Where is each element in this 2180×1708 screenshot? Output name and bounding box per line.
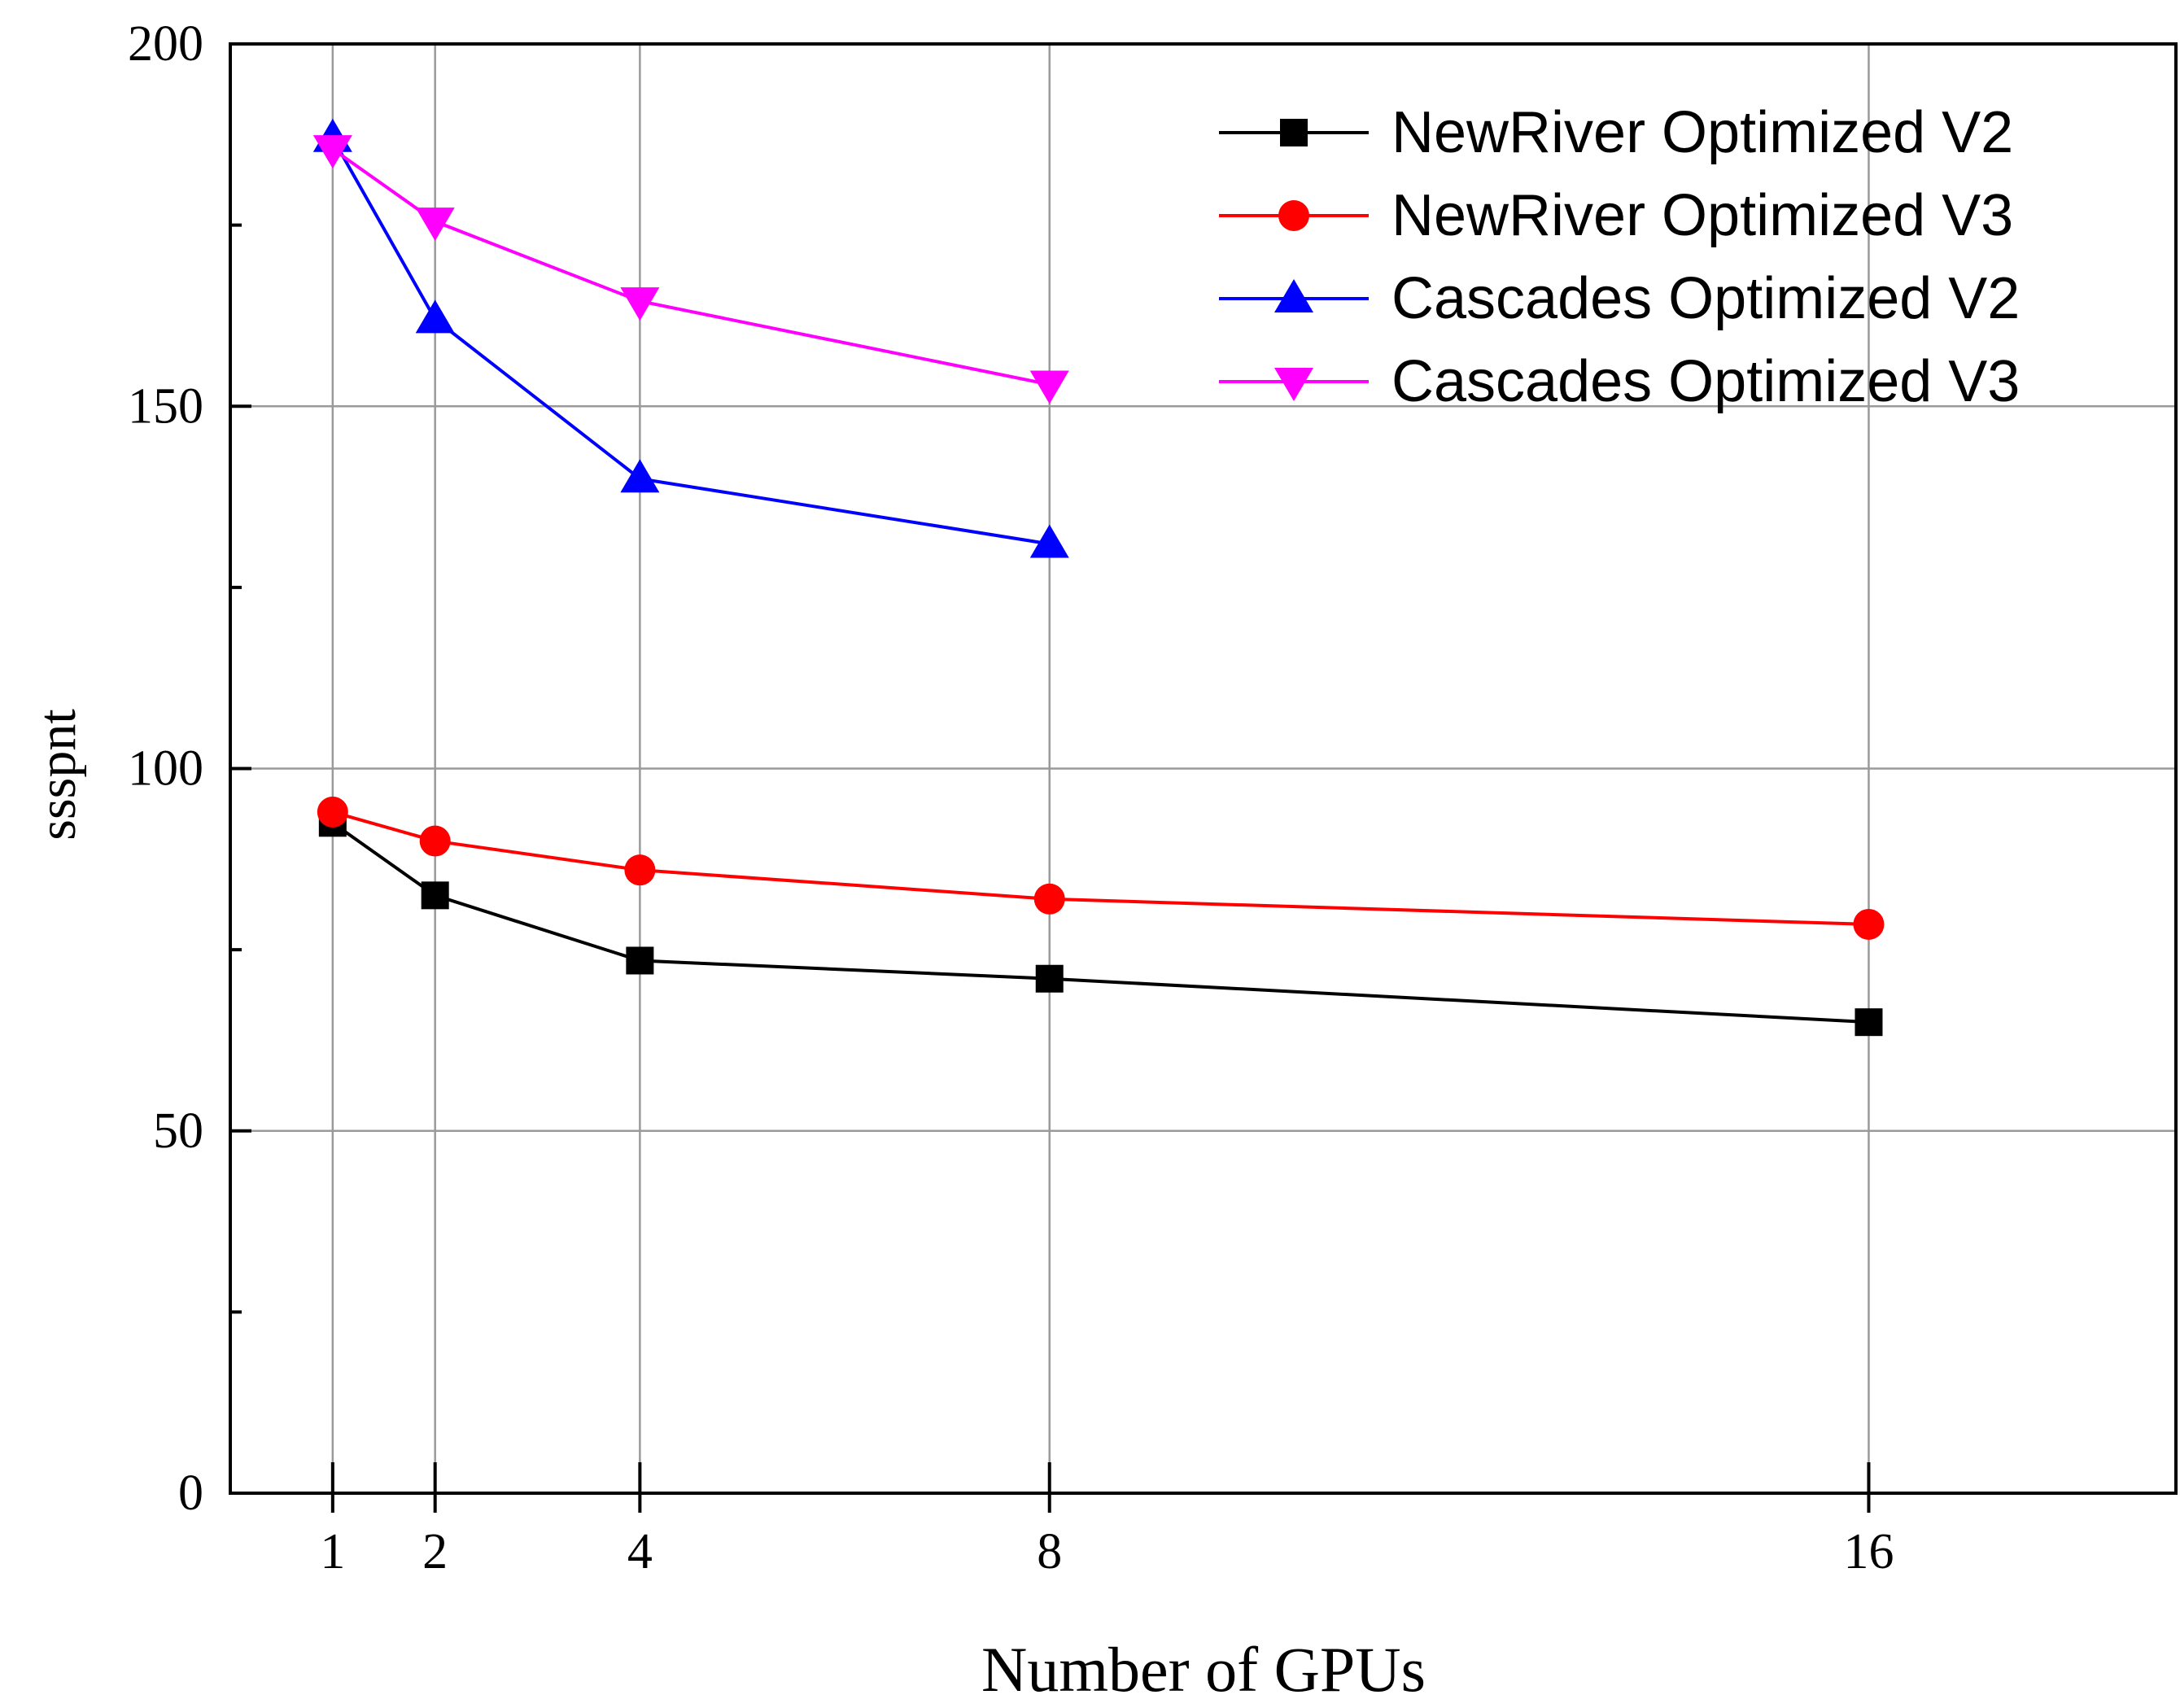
data-point [626,946,654,975]
x-tick-label: 8 [1037,1524,1062,1579]
data-point [624,854,656,886]
data-point [421,881,449,910]
legend-marker [1278,200,1309,231]
series-line [332,810,1869,926]
y-tick-label: 200 [128,16,203,72]
x-tick-label: 1 [320,1524,345,1579]
series-2 [312,118,1069,558]
y-tick-label: 100 [128,741,203,797]
data-point [419,825,451,857]
legend-marker [1274,368,1313,401]
data-point [620,459,660,493]
y-tick-label: 50 [153,1103,203,1159]
data-point [312,135,352,169]
data-series [312,118,1885,1037]
y-tick-label: 0 [178,1466,203,1521]
x-tick-label: 4 [627,1524,653,1579]
data-point [1033,883,1065,915]
x-tick-label: 2 [422,1524,448,1579]
legend-marker [1274,279,1313,312]
series-line [331,147,1051,387]
data-point [1029,370,1069,404]
x-tick-label: 16 [1843,1524,1894,1579]
data-point [1855,1008,1883,1037]
data-point [415,207,455,242]
data-point [1029,524,1069,558]
legend-label: Cascades Optimized V3 [1391,349,2020,414]
grid-lines [230,44,2176,1493]
legend: NewRiver Optimized V2 NewRiver Optimized … [1219,100,2020,414]
legend-label: NewRiver Optimized V3 [1391,183,2013,248]
y-tick-label: 150 [128,378,203,434]
data-point [1853,908,1885,940]
data-point [317,796,348,828]
data-point [620,287,660,321]
series-0 [318,809,1883,1037]
series-1 [317,796,1885,940]
legend-label: NewRiver Optimized V2 [1391,100,2013,165]
data-point [415,299,455,334]
series-3 [312,135,1069,404]
series-line [331,137,1051,546]
axes: 0 50 100 150 200 1 2 4 8 16 [128,16,2178,1579]
y-axis-label: ssspnt [28,709,87,840]
legend-label: Cascades Optimized V2 [1391,266,2020,331]
x-axis-label: Number of GPUs [981,1634,1426,1705]
series-line [331,821,1869,1024]
legend-marker [1280,119,1308,146]
data-point [1035,964,1064,993]
